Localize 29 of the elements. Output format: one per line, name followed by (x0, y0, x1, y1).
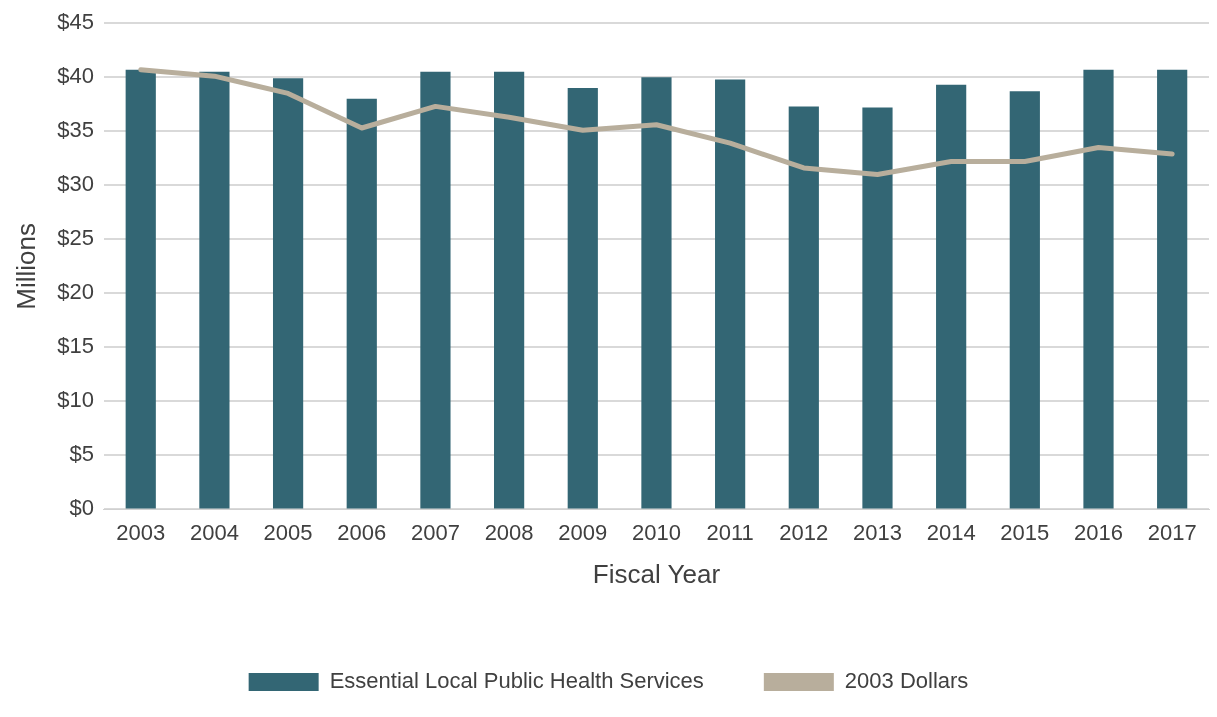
y-tick-label: $15 (57, 333, 94, 359)
x-tick-label: 2014 (926, 519, 976, 545)
y-axis-title: Millions (10, 222, 41, 310)
y-tick-label: $0 (69, 495, 94, 521)
x-tick-label: 2006 (337, 519, 387, 545)
x-tick-label: 2007 (410, 519, 460, 545)
y-tick-label: $40 (57, 63, 94, 89)
x-tick-label: 2013 (853, 519, 902, 545)
y-tick-label: $10 (57, 387, 94, 413)
x-tick-label: 2009 (558, 519, 608, 545)
y-tick-label: $5 (69, 441, 94, 467)
x-tick-label: 2015 (1000, 519, 1050, 545)
x-tick-label: 2012 (779, 519, 829, 545)
legend-label: 2003 Dollars (844, 668, 969, 694)
y-tick-label: $30 (57, 171, 94, 197)
legend-label: Essential Local Public Health Services (329, 668, 704, 694)
x-tick-label: 2011 (706, 519, 754, 545)
x-tick-label: 2008 (484, 519, 534, 545)
x-tick-label: 2017 (1147, 519, 1197, 545)
x-tick-label: 2003 (116, 519, 166, 545)
y-tick-label: $25 (57, 225, 94, 251)
x-tick-label: 2005 (263, 519, 313, 545)
y-tick-label: $35 (57, 117, 94, 143)
x-tick-label: 2010 (631, 519, 681, 545)
x-tick-label: 2016 (1074, 519, 1123, 545)
y-tick-label: $45 (57, 9, 94, 35)
y-tick-label: $20 (57, 279, 94, 305)
x-tick-label: 2004 (189, 519, 239, 545)
x-axis-title: Fiscal Year (592, 558, 721, 589)
